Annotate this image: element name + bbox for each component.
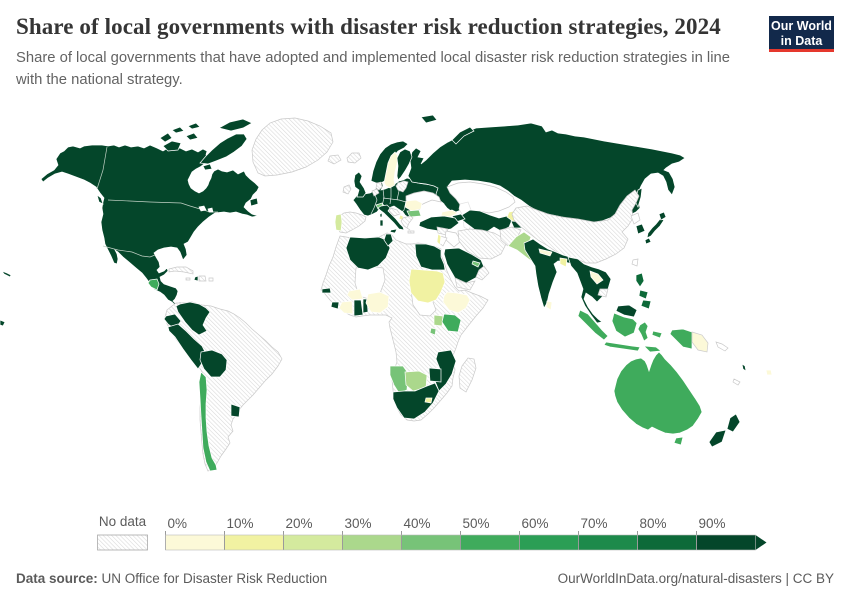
svg-text:50%: 50%: [463, 516, 490, 531]
svg-text:70%: 70%: [581, 516, 608, 531]
svg-text:60%: 60%: [522, 516, 549, 531]
svg-text:90%: 90%: [699, 516, 726, 531]
svg-text:80%: 80%: [640, 516, 667, 531]
svg-text:30%: 30%: [345, 516, 372, 531]
svg-text:10%: 10%: [227, 516, 254, 531]
svg-text:0%: 0%: [168, 516, 188, 531]
svg-text:40%: 40%: [404, 516, 431, 531]
svg-text:20%: 20%: [286, 516, 313, 531]
